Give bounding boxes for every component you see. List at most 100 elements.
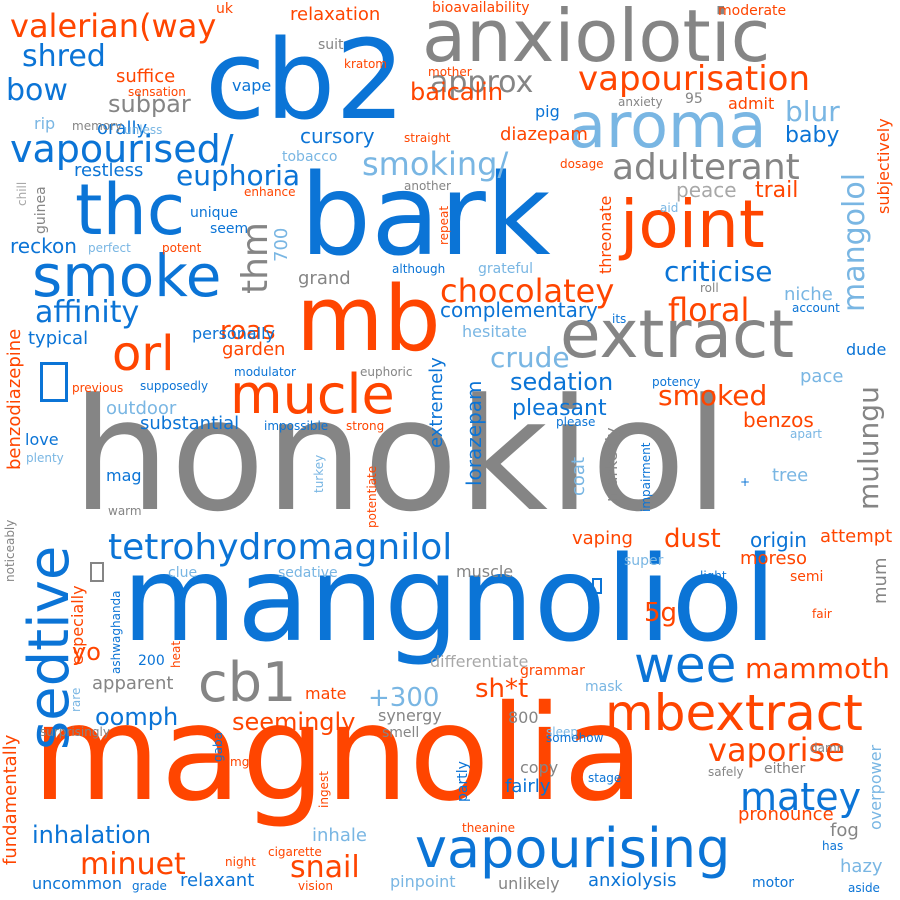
word: restless bbox=[74, 160, 144, 181]
box-glyph bbox=[90, 562, 104, 582]
word: sedative bbox=[278, 565, 338, 581]
word: gaba bbox=[211, 732, 225, 762]
word: enhance bbox=[244, 185, 296, 199]
word: extract bbox=[560, 296, 795, 373]
word: stage bbox=[588, 771, 622, 785]
word: surprisingly bbox=[40, 725, 110, 739]
word: 5g bbox=[644, 598, 678, 628]
word: warm bbox=[108, 504, 142, 518]
word: grateful bbox=[478, 261, 534, 277]
word: baby bbox=[785, 123, 840, 148]
word: love bbox=[25, 430, 59, 449]
word: valerian(way bbox=[10, 7, 217, 45]
word: motor bbox=[752, 875, 795, 891]
word: perfect bbox=[88, 241, 131, 255]
word: plenty bbox=[26, 451, 64, 465]
word: sedation bbox=[510, 368, 614, 396]
word: mangolol bbox=[837, 172, 872, 312]
word: rip bbox=[34, 114, 56, 133]
word: matey bbox=[740, 775, 862, 819]
word: 95 bbox=[685, 91, 703, 107]
word: cb1 bbox=[198, 651, 297, 714]
word: memory bbox=[72, 119, 123, 133]
word: sensation bbox=[128, 85, 186, 99]
word: potentiate bbox=[365, 465, 379, 528]
word: pinpoint bbox=[390, 872, 456, 891]
word: mg bbox=[230, 755, 250, 769]
word: smoke bbox=[32, 242, 222, 310]
word: roll bbox=[700, 281, 719, 295]
word: reckon bbox=[10, 234, 77, 258]
word: +300 bbox=[368, 683, 440, 713]
word: garden bbox=[222, 339, 286, 360]
word: benzodiazepine bbox=[4, 328, 25, 470]
word: wee bbox=[634, 636, 737, 694]
word: grand bbox=[298, 268, 351, 289]
word: 800 bbox=[508, 708, 539, 727]
word: differentiate bbox=[430, 652, 529, 671]
word: night bbox=[225, 855, 256, 869]
word: markedly bbox=[602, 427, 621, 502]
word: another bbox=[404, 179, 451, 193]
word: typical bbox=[28, 328, 89, 349]
word: somehow bbox=[546, 731, 604, 745]
word: vapourising bbox=[415, 817, 731, 880]
word: synergy bbox=[378, 706, 442, 725]
word: bow bbox=[6, 73, 68, 108]
word: fair bbox=[812, 607, 832, 621]
word: clue bbox=[168, 565, 198, 581]
word: account bbox=[792, 301, 840, 315]
word: anxiolysis bbox=[588, 870, 677, 891]
word: fundamentally bbox=[0, 734, 21, 865]
word: impairment bbox=[639, 442, 653, 512]
word: approx bbox=[430, 65, 534, 100]
word: rare bbox=[69, 687, 83, 712]
word: sleep bbox=[546, 725, 578, 739]
word: guinea bbox=[33, 186, 49, 234]
word: minuet bbox=[80, 847, 186, 882]
word: euphoria bbox=[176, 159, 301, 192]
word: noticeably bbox=[3, 519, 17, 582]
word: fairly bbox=[505, 776, 551, 797]
word: tetrohydromagnilol bbox=[108, 527, 453, 568]
word: pleasant bbox=[512, 396, 607, 421]
word: vapourisation bbox=[578, 59, 810, 99]
word: cursory bbox=[300, 124, 375, 148]
word: adulterant bbox=[612, 147, 800, 188]
word: mulungu bbox=[852, 386, 885, 510]
word: strong bbox=[346, 419, 385, 433]
word: relaxation bbox=[290, 4, 381, 25]
word: dude bbox=[846, 340, 887, 359]
word: uncommon bbox=[32, 874, 122, 893]
word: smoked bbox=[658, 379, 768, 412]
word: mate bbox=[305, 684, 347, 703]
word: inhalation bbox=[32, 821, 152, 849]
word: mask bbox=[585, 679, 623, 695]
word: has bbox=[822, 839, 844, 853]
word: criticise bbox=[664, 255, 773, 288]
word: magnolia bbox=[32, 677, 644, 831]
word: uk bbox=[216, 1, 233, 17]
word: + bbox=[740, 475, 751, 489]
word: benzos bbox=[743, 408, 814, 432]
word: peace bbox=[676, 178, 737, 202]
word: smell bbox=[382, 725, 420, 741]
word: its bbox=[612, 312, 627, 326]
word: aid bbox=[660, 201, 679, 215]
word: trail bbox=[755, 178, 799, 203]
word: unlikely bbox=[498, 874, 560, 893]
box-glyph bbox=[592, 578, 602, 594]
word: 200 bbox=[138, 653, 165, 669]
word: relaxant bbox=[180, 870, 255, 891]
word: apart bbox=[790, 427, 822, 441]
word: overpower bbox=[866, 744, 885, 830]
word: especially bbox=[68, 585, 87, 665]
word: subpar bbox=[108, 90, 191, 118]
word: aroma bbox=[568, 89, 767, 162]
word: dosage bbox=[560, 157, 604, 171]
word: muscle bbox=[456, 562, 514, 581]
word: mag bbox=[106, 466, 142, 485]
word: cb2 bbox=[205, 16, 406, 144]
word: bioavailability bbox=[432, 0, 530, 16]
word: attempt bbox=[820, 526, 893, 547]
